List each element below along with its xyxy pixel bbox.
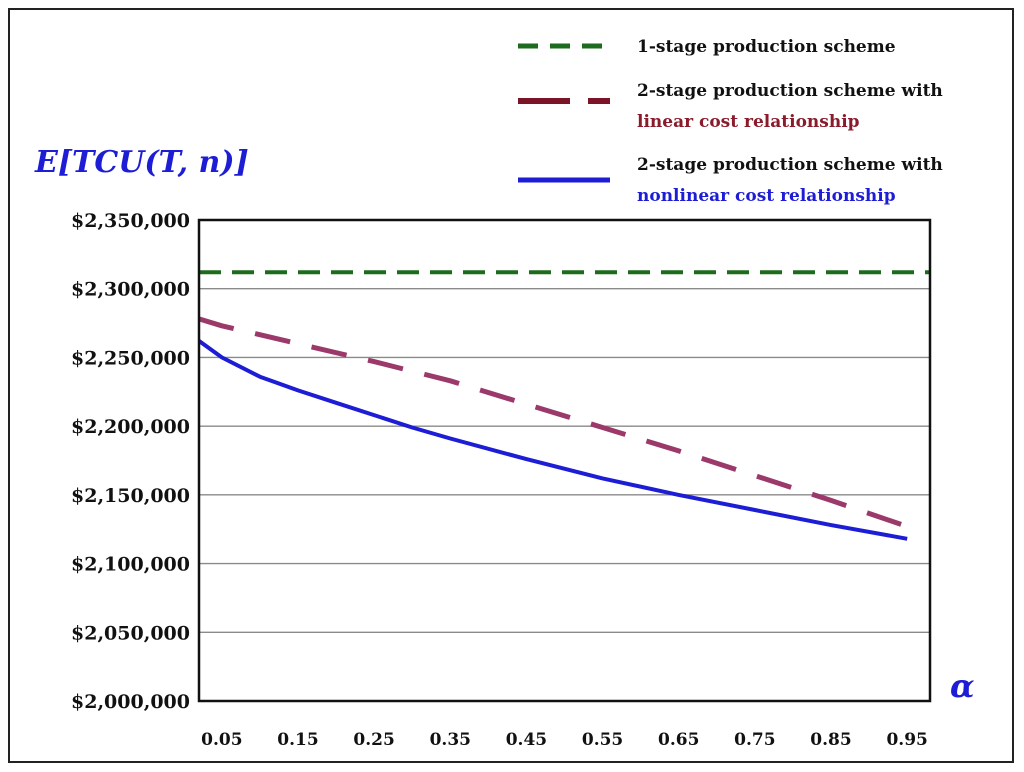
y-axis-ticks: $2,000,000 $2,050,000 $2,100,000 $2,150,000… [71,210,190,713]
x-tick-label: 0.55 [582,730,623,750]
series-line-2 [198,316,909,529]
y-tick-label: $2,350,000 [71,210,190,232]
legend-label-1: 1-stage production scheme [637,37,896,57]
y-tick-label: $2,000,000 [71,691,190,713]
legend: 1-stage production scheme 2-stage product… [518,37,943,206]
chart-frame [8,8,1014,763]
gridlines [199,288,930,633]
x-tick-label: 0.35 [430,730,471,750]
x-tick-label: 0.45 [506,730,547,750]
x-tick-label: 0.65 [658,730,699,750]
y-tick-label: $2,050,000 [71,622,190,644]
y-tick-label: $2,100,000 [71,554,190,576]
legend-label-3: nonlinear cost relationship [637,186,896,206]
x-axis-title: α [950,667,975,705]
legend-label-3: 2-stage production scheme with [637,155,943,175]
x-tick-label: 0.95 [886,730,927,750]
x-tick-label: 0.05 [201,730,242,750]
legend-label-2: linear cost relationship [637,112,860,132]
x-tick-label: 0.25 [353,730,394,750]
legend-label-2: 2-stage production scheme with [637,81,943,101]
series-line-3 [197,339,908,541]
y-axis-title: E[TCU(T, n)] [34,145,249,180]
x-axis-ticks: 0.05 0.15 0.25 0.35 0.45 0.55 0.65 0.75 0.85 0.95 [201,730,928,750]
series-layer [197,270,930,541]
x-tick-label: 0.75 [734,730,775,750]
plot-area-border [197,218,932,703]
y-tick-label: $2,150,000 [71,485,190,507]
x-tick-label: 0.85 [810,730,851,750]
y-tick-label: $2,250,000 [71,347,190,369]
y-tick-label: $2,300,000 [71,279,190,301]
x-tick-label: 0.15 [277,730,318,750]
y-tick-label: $2,200,000 [71,416,190,438]
